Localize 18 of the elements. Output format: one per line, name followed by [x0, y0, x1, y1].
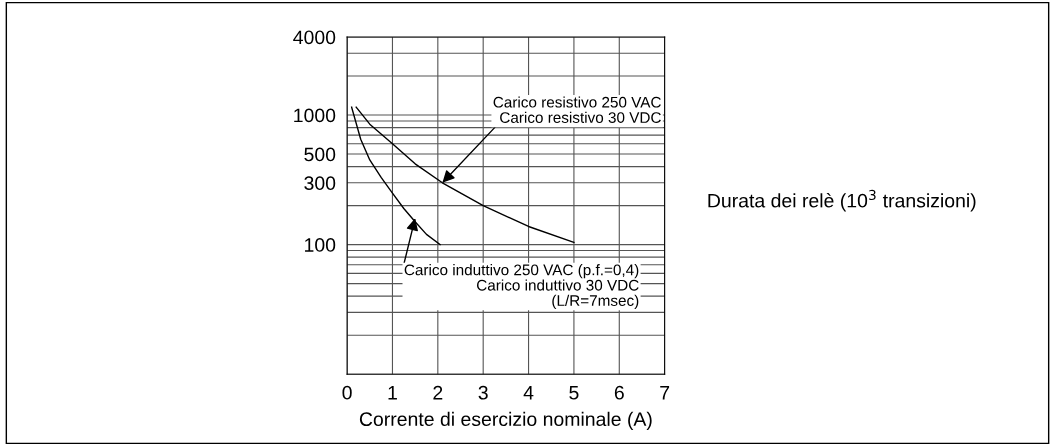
annotation: Carico resistivo 250 VAC Carico resistivo 30 VDC [493, 96, 661, 123]
x-tick-label: 3 [478, 385, 488, 400]
y-tick-label: 1000 [294, 108, 336, 123]
x-tick-label: 6 [614, 385, 624, 400]
y-tick-label: 100 [305, 238, 336, 252]
x-tick-label: 5 [569, 386, 579, 400]
y-axis-title: Durata dei relè (10$^{3}$ transizioni) [708, 189, 976, 212]
annotation: Carico induttivo 250 VAC (p.f.=0,4) Carico induttivo 30 VDC (L/R=7msec) [404, 264, 639, 309]
x-tick-label: 2 [433, 385, 443, 400]
x-tick-label: 0 [342, 385, 352, 400]
line-series [350, 106, 441, 246]
y-tick-label: 500 [304, 147, 336, 162]
x-tick-label: 1 [388, 386, 397, 400]
y-tick-label: 4000 [293, 30, 336, 45]
x-axis-title: Corrente di esercizio nominale (A) [359, 411, 652, 430]
x-tick-label: 7 [660, 386, 670, 400]
y-tick-label: 300 [304, 176, 336, 191]
x-tick-label: 4 [523, 386, 534, 400]
